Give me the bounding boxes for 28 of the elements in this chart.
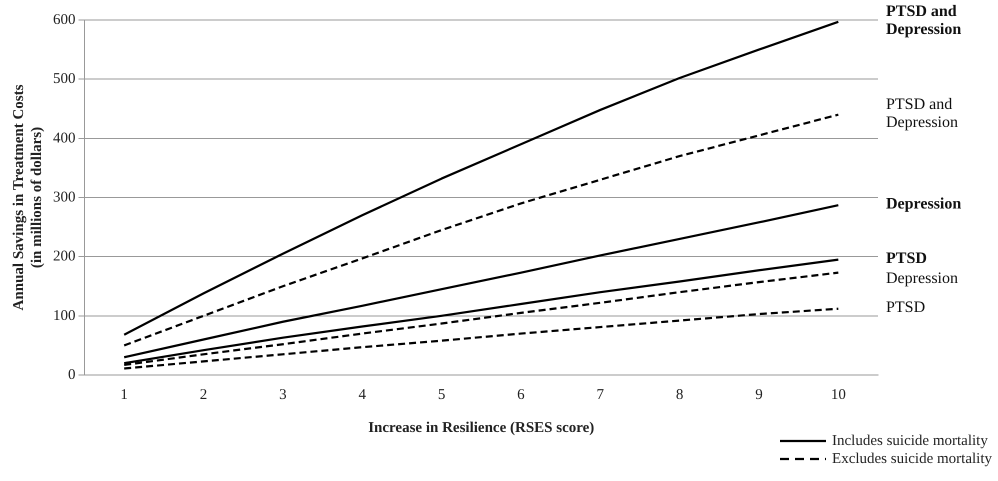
text: PTSD xyxy=(886,250,927,267)
x-tick-label: 5 xyxy=(438,386,446,403)
y-axis-title: Annual Savings in Treatment Costs (in millions of dollars) xyxy=(10,84,45,310)
y-tick-label: 400 xyxy=(53,130,76,146)
text: PTSD xyxy=(886,298,926,316)
x-tick-label: 1 xyxy=(120,386,128,403)
text: Excludes suicide mortality xyxy=(832,450,992,468)
x-tick-label: 3 xyxy=(279,386,287,403)
y-tick-label: 0 xyxy=(68,366,76,383)
x-tick-label: 7 xyxy=(596,386,605,403)
text: PTSD and Depression xyxy=(886,96,958,131)
y-tick-label: 500 xyxy=(53,71,76,88)
line-series xyxy=(123,114,840,347)
x-tick-label: 10 xyxy=(830,386,846,403)
text: Includes suicide mortality xyxy=(832,432,988,450)
x-tick-label: 4 xyxy=(358,386,366,403)
text: Depression xyxy=(886,195,962,212)
y-tick-label: 200 xyxy=(53,248,76,265)
x-axis-title: Increase in Resilience (RSES score) xyxy=(368,420,594,436)
text: Depression xyxy=(886,270,958,287)
x-tick-label: 2 xyxy=(200,386,208,403)
x-tick-label: 9 xyxy=(755,386,763,403)
text: PTSD and Depression xyxy=(886,2,962,38)
x-tick-label: 6 xyxy=(517,386,526,403)
y-tick-label: 600 xyxy=(53,12,76,28)
y-tick-label: 300 xyxy=(53,189,76,206)
x-tick-label: 8 xyxy=(676,386,684,403)
y-tick-label: 100 xyxy=(53,308,76,324)
